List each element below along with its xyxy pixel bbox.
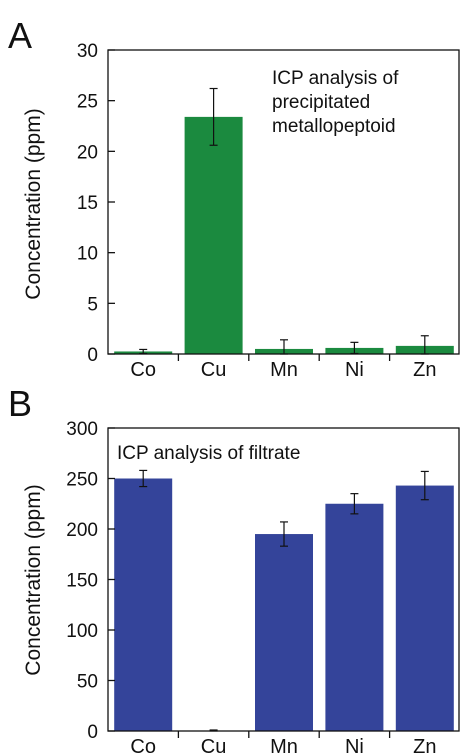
- panel-a-y-tick-label: 20: [77, 142, 98, 163]
- panel-b-error-bar-co: [139, 469, 148, 488]
- panel-a-x-tick-label-zn: Zn: [413, 359, 436, 381]
- panel-b-y-tick-label: 200: [66, 520, 98, 541]
- panel-a-annotation-line-2: precipitated: [272, 92, 370, 113]
- panel-a-annotation-line-3: metallopeptoid: [272, 116, 396, 137]
- panel-a-x-tick-label-co: Co: [130, 359, 156, 381]
- panel-b-x-tick-label-mn: Mn: [270, 736, 298, 754]
- panel-b-bar-mn: [255, 534, 313, 731]
- panel-a-annotation: ICP analysis of precipitated metallopept…: [272, 68, 399, 137]
- panel-b-annotation-line-1: ICP analysis of filtrate: [117, 443, 300, 464]
- panel-b-y-axis-label: Concentration (ppm): [22, 484, 45, 675]
- panel-b-x-tick-label-cu: Cu: [201, 736, 227, 754]
- panel-b-y-tick-label: 0: [87, 722, 98, 743]
- panel-b-y-tick-label: 50: [77, 672, 98, 693]
- panel-b-bar-ni: [325, 503, 384, 731]
- panel-a-y-tick-label: 5: [87, 294, 98, 315]
- panel-b-bar-co: [114, 478, 173, 731]
- panel-b-y-tick-label: 150: [66, 571, 98, 592]
- panel-b-error-bar-zn: [420, 470, 429, 501]
- panel-b-y-tick-label: 100: [66, 621, 98, 642]
- panel-a-x-tick-label-cu: Cu: [201, 359, 227, 381]
- panel-a-x-tick-label-ni: Ni: [345, 359, 364, 381]
- panel-b-x-tick-label-ni: Ni: [345, 736, 364, 754]
- panel-b-error-bar-ni: [350, 493, 359, 515]
- panel-b-y-tick-label: 250: [66, 470, 98, 491]
- panel-b: B Concentration (ppm) ICP analysis of fi…: [8, 383, 460, 754]
- panel-a-y-tick-label: 0: [87, 345, 98, 366]
- panel-a-y-tick-label: 25: [77, 92, 98, 113]
- panel-a-error-bar-cu: [209, 87, 218, 146]
- panel-a-letter: A: [8, 15, 32, 56]
- panel-a-y-tick-label: 10: [77, 244, 98, 265]
- panel-b-x-tick-label-zn: Zn: [413, 736, 436, 754]
- panel-b-bar-zn: [395, 485, 454, 731]
- panel-a-y-tick-label: 15: [77, 193, 98, 214]
- panel-a: A Concentration (ppm) ICP analysis of pr…: [8, 15, 460, 381]
- panel-a-annotation-line-1: ICP analysis of: [272, 68, 399, 89]
- panel-b-letter: B: [8, 383, 32, 424]
- panel-b-y-tick-label: 300: [66, 419, 98, 440]
- panel-a-bar-cu: [184, 116, 243, 354]
- panel-b-annotation: ICP analysis of filtrate: [117, 443, 300, 464]
- panel-a-y-tick-label: 30: [77, 41, 98, 62]
- panel-a-y-axis-label: Concentration (ppm): [22, 108, 45, 299]
- panel-a-x-tick-label-mn: Mn: [270, 359, 298, 381]
- panel-b-x-tick-label-co: Co: [130, 736, 156, 754]
- panel-b-error-bar-mn: [280, 521, 288, 547]
